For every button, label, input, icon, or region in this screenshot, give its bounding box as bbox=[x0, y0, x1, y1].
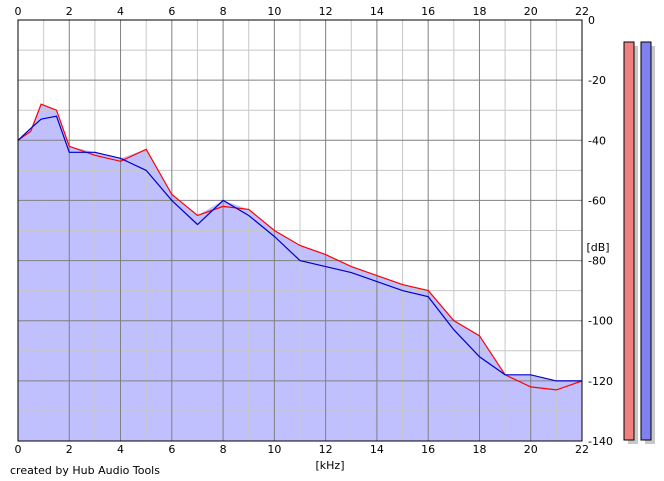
x-tick-label-bottom: 20 bbox=[524, 443, 538, 456]
x-tick-label-bottom: 6 bbox=[168, 443, 175, 456]
x-tick-label-bottom: 18 bbox=[472, 443, 486, 456]
x-tick-label-top: 16 bbox=[421, 5, 435, 18]
x-tick-label-top: 18 bbox=[472, 5, 486, 18]
x-tick-label-bottom: 8 bbox=[220, 443, 227, 456]
x-tick-label-bottom: 22 bbox=[575, 443, 589, 456]
y-tick-label: -20 bbox=[588, 74, 606, 87]
plot-border bbox=[17, 19, 583, 442]
x-tick-label-top: 22 bbox=[575, 5, 589, 18]
x-tick-label-top: 14 bbox=[370, 5, 384, 18]
x-tick-label-top: 2 bbox=[66, 5, 73, 18]
x-tick-label-top: 0 bbox=[15, 5, 22, 18]
y-tick-label: -80 bbox=[588, 255, 606, 268]
x-tick-label-bottom: 0 bbox=[15, 443, 22, 456]
y-tick-label: -120 bbox=[588, 375, 613, 388]
x-tick-label-bottom: 10 bbox=[267, 443, 281, 456]
y-tick-label: -140 bbox=[588, 435, 613, 448]
x-axis-label: [kHz] bbox=[316, 459, 345, 472]
meter-right bbox=[640, 41, 652, 441]
credit-text: created by Hub Audio Tools bbox=[10, 464, 160, 477]
y-tick-label: -40 bbox=[588, 134, 606, 147]
x-tick-label-top: 12 bbox=[319, 5, 333, 18]
x-tick-label-bottom: 12 bbox=[319, 443, 333, 456]
y-axis-label: [dB] bbox=[586, 241, 609, 254]
plot-area: 002244668810101212141416161818202022220-… bbox=[15, 5, 613, 456]
x-tick-label-bottom: 16 bbox=[421, 443, 435, 456]
x-tick-label-top: 10 bbox=[267, 5, 281, 18]
y-tick-label: 0 bbox=[588, 14, 595, 27]
series-line-right-channel bbox=[17, 115, 582, 382]
x-tick-label-bottom: 4 bbox=[117, 443, 124, 456]
series-line-left-channel bbox=[17, 103, 583, 391]
x-tick-label-top: 6 bbox=[168, 5, 175, 18]
x-tick-label-top: 20 bbox=[524, 5, 538, 18]
x-tick-label-bottom: 2 bbox=[66, 443, 73, 456]
y-tick-label: -60 bbox=[588, 194, 606, 207]
meter-left bbox=[623, 41, 635, 441]
x-tick-label-bottom: 14 bbox=[370, 443, 384, 456]
x-tick-label-top: 4 bbox=[117, 5, 124, 18]
level-meters bbox=[623, 41, 655, 444]
x-tick-label-top: 8 bbox=[220, 5, 227, 18]
y-tick-label: -100 bbox=[588, 315, 613, 328]
